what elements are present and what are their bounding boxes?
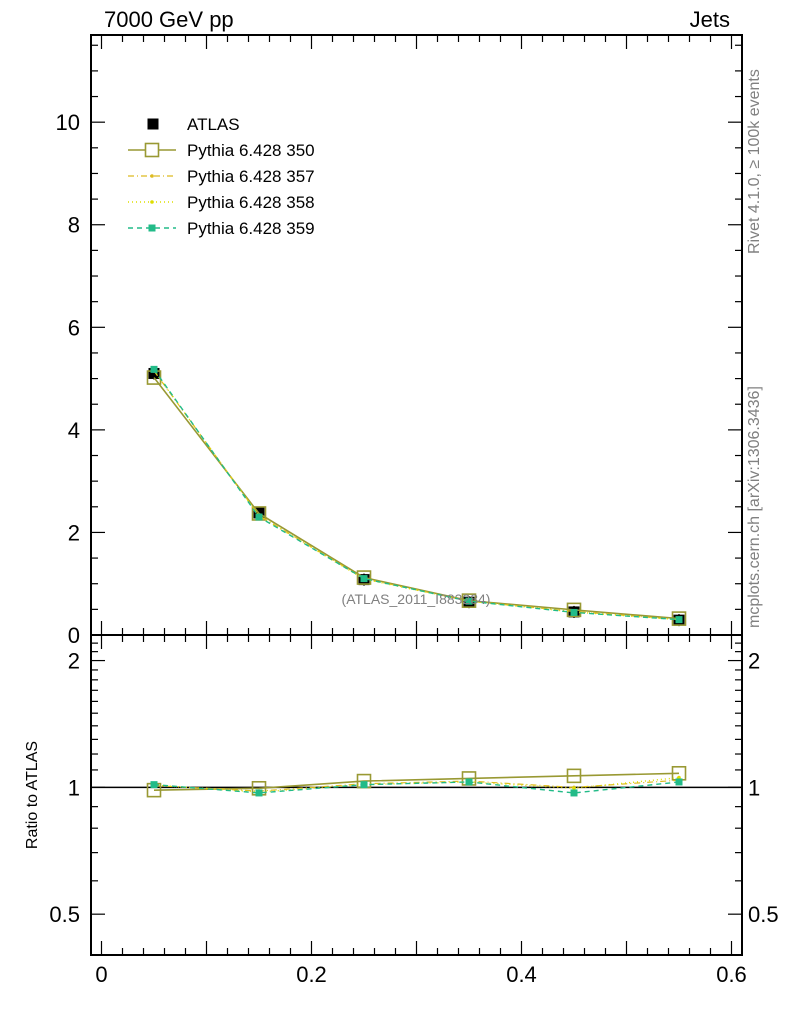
ratio-marker-p359 [570, 789, 578, 797]
atlas-data-point [148, 367, 160, 379]
main-line-p358 [153, 369, 680, 621]
ratio-marker-p359 [255, 789, 263, 797]
main-y-tick-label: 0 [68, 623, 80, 648]
ratio-marker-p350 [566, 768, 582, 784]
main-marker-p350 [356, 570, 372, 585]
ratio-marker-p359 [360, 781, 368, 789]
main-y-tick-label: 6 [68, 315, 80, 340]
rivet-version-label: Rivet 4.1.0, ≥ 100k events [746, 69, 763, 254]
axis-ticks [91, 35, 742, 956]
main-y-tick-label: 2 [68, 520, 80, 545]
legend-marker-p357 [150, 174, 154, 178]
ratio-marker-p359 [465, 778, 473, 786]
energy-label: 7000 GeV pp [104, 7, 234, 32]
legend-swatch-atlas [147, 118, 159, 130]
main-marker-p359 [465, 597, 473, 605]
ratio-y-tick-label-right: 2 [748, 649, 760, 674]
mcplots-reference-label: mcplots.cern.ch [arXiv:1306.3436] [746, 386, 763, 628]
x-tick-label: 0.4 [506, 962, 537, 987]
analysis-label: (ATLAS_2011_I883284) [342, 591, 491, 607]
ratio-y-tick-label: 2 [68, 649, 80, 674]
main-line-p359 [153, 368, 680, 621]
ratio-marker-p359 [150, 781, 158, 789]
legend-marker-p358 [150, 200, 154, 204]
legend-label-p350: Pythia 6.428 350 [187, 141, 315, 160]
ratio-y-tick-label-right: 0.5 [748, 902, 779, 927]
series-layer [146, 365, 687, 798]
legend-label-p359: Pythia 6.428 359 [187, 219, 315, 238]
main-marker-p350 [566, 602, 582, 618]
main-marker-p359 [150, 365, 158, 373]
ratio-line-p359 [153, 781, 680, 794]
main-line-p357 [153, 370, 680, 621]
ratio-marker-p359 [675, 778, 683, 786]
main-line-p350 [153, 377, 680, 620]
main-y-tick-label: 8 [68, 213, 80, 238]
ratio-y-axis-label: Ratio to ATLAS [24, 741, 41, 849]
ratio-y-tick-label: 0.5 [49, 902, 80, 927]
main-marker-p359 [255, 513, 263, 521]
legend-label-p358: Pythia 6.428 358 [187, 193, 315, 212]
main-y-tick-label: 10 [56, 110, 80, 135]
legend-marker-p359 [148, 224, 156, 232]
ratio-marker-p358 [572, 786, 576, 791]
ratio-line-p357 [153, 779, 680, 792]
ratio-line-p350 [153, 772, 680, 791]
ratio-plot-frame [90, 634, 743, 956]
ratio-y-tick-label: 1 [68, 775, 80, 800]
main-marker-p359 [675, 616, 683, 624]
x-tick-label: 0 [95, 962, 107, 987]
main-marker-p359 [570, 608, 578, 616]
legend-label-atlas: ATLAS [187, 115, 240, 134]
legend: ATLAS Pythia 6.428 350 Pythia 6.428 357 Pyt… [128, 115, 315, 238]
legend-marker-p350 [144, 142, 160, 158]
x-tick-label: 0.6 [716, 962, 747, 987]
main-marker-p350 [461, 593, 477, 608]
main-marker-p359 [360, 575, 368, 583]
legend-label-p357: Pythia 6.428 357 [187, 167, 315, 186]
main-y-tick-label: 4 [68, 418, 80, 443]
ratio-y-tick-label-right: 1 [748, 775, 760, 800]
x-tick-label: 0.2 [296, 962, 327, 987]
category-label: Jets [689, 7, 730, 32]
